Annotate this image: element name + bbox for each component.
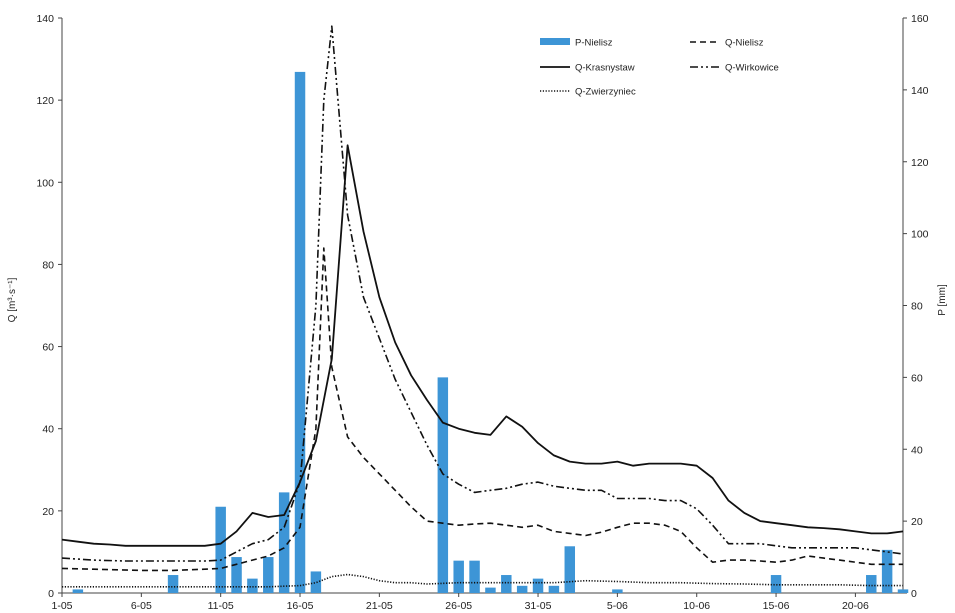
precipitation-bar — [516, 585, 528, 593]
legend-label: Q-Krasnystaw — [575, 63, 635, 74]
x-tick-label: 21-05 — [366, 600, 393, 612]
x-tick-label: 5-06 — [607, 600, 628, 612]
precipitation-bar — [612, 589, 623, 593]
y-right-tick-label: 20 — [911, 516, 923, 528]
y-right-tick-label: 160 — [911, 13, 929, 25]
x-tick-label: 26-05 — [445, 600, 472, 612]
precipitation-bars — [72, 71, 909, 593]
precipitation-bar — [278, 492, 290, 593]
precipitation-bar — [501, 575, 512, 593]
precipitation-bar — [548, 585, 560, 593]
y-left-tick-label: 0 — [48, 588, 54, 600]
x-tick-label: 16-05 — [287, 600, 314, 612]
y-left-tick-label: 100 — [36, 177, 54, 189]
precipitation-bar — [72, 589, 84, 593]
y-left-tick-label: 60 — [42, 342, 54, 354]
x-tick-label: 10-06 — [683, 600, 710, 612]
y-axis-right-label: P [mm] — [937, 284, 948, 316]
y-right-tick-label: 0 — [911, 588, 917, 600]
x-tick-label: 31-05 — [525, 600, 552, 612]
precipitation-bar — [469, 560, 480, 593]
y-right-tick-label: 80 — [911, 301, 923, 313]
y-left-tick-label: 80 — [42, 259, 54, 271]
precipitation-bar — [453, 560, 464, 593]
y-right-tick-label: 60 — [911, 372, 923, 384]
precipitation-bar — [167, 575, 179, 593]
precipitation-bar — [897, 589, 909, 593]
series-line-q-krasnystaw — [61, 144, 904, 547]
series-line-q-wirkowice — [61, 25, 904, 562]
precipitation-bar — [294, 71, 306, 593]
precipitation-bar — [881, 549, 893, 593]
y-right-tick-label: 140 — [911, 85, 929, 97]
legend-label: Q-Wirkowice — [725, 63, 779, 74]
series-line-q-zwierzyniec — [62, 573, 903, 588]
x-tick-label: 6-05 — [131, 600, 152, 612]
x-tick-label: 15-06 — [763, 600, 790, 612]
precipitation-bar — [263, 557, 274, 593]
precipitation-bar — [231, 557, 242, 593]
legend-label: Q-Nielisz — [725, 38, 764, 49]
chart-axes — [58, 17, 907, 597]
precipitation-bar — [215, 506, 226, 593]
precipitation-bar — [770, 575, 782, 593]
precipitation-bar — [310, 571, 322, 593]
y-right-tick-label: 100 — [911, 229, 929, 241]
precipitation-bar — [532, 578, 544, 593]
legend: P-Nielisz Q-Nielisz Q-Krasnystaw Q-Wirkowic… — [540, 38, 779, 98]
precipitation-bar — [866, 575, 877, 593]
precipitation-bar — [564, 546, 576, 593]
legend-label: P-Nielisz — [575, 38, 613, 49]
precipitation-bar — [247, 578, 258, 593]
discharge-lines — [61, 25, 904, 588]
x-tick-label: 20-06 — [842, 600, 869, 612]
legend-swatch-bar — [540, 38, 570, 45]
legend-label: Q-Zwierzyniec — [575, 87, 636, 98]
y-left-tick-label: 20 — [42, 506, 54, 518]
y-left-tick-label: 40 — [42, 424, 54, 436]
y-right-tick-label: 40 — [911, 444, 923, 456]
y-axis-left-label: Q [m³·s⁻¹] — [7, 277, 18, 322]
precipitation-bar — [437, 377, 449, 593]
x-tick-label: 11-05 — [208, 600, 234, 612]
y-left-tick-label: 120 — [36, 95, 54, 107]
series-line-q-nielisz — [61, 247, 903, 572]
tick-labels: 0 20 40 60 80 100 120 140 0 20 40 60 80 100 120 140 160 1… — [36, 13, 928, 612]
y-left-tick-label: 140 — [36, 13, 54, 25]
y-right-tick-label: 120 — [911, 157, 929, 169]
x-tick-label: 1-05 — [51, 600, 72, 612]
precipitation-bar — [485, 587, 496, 593]
